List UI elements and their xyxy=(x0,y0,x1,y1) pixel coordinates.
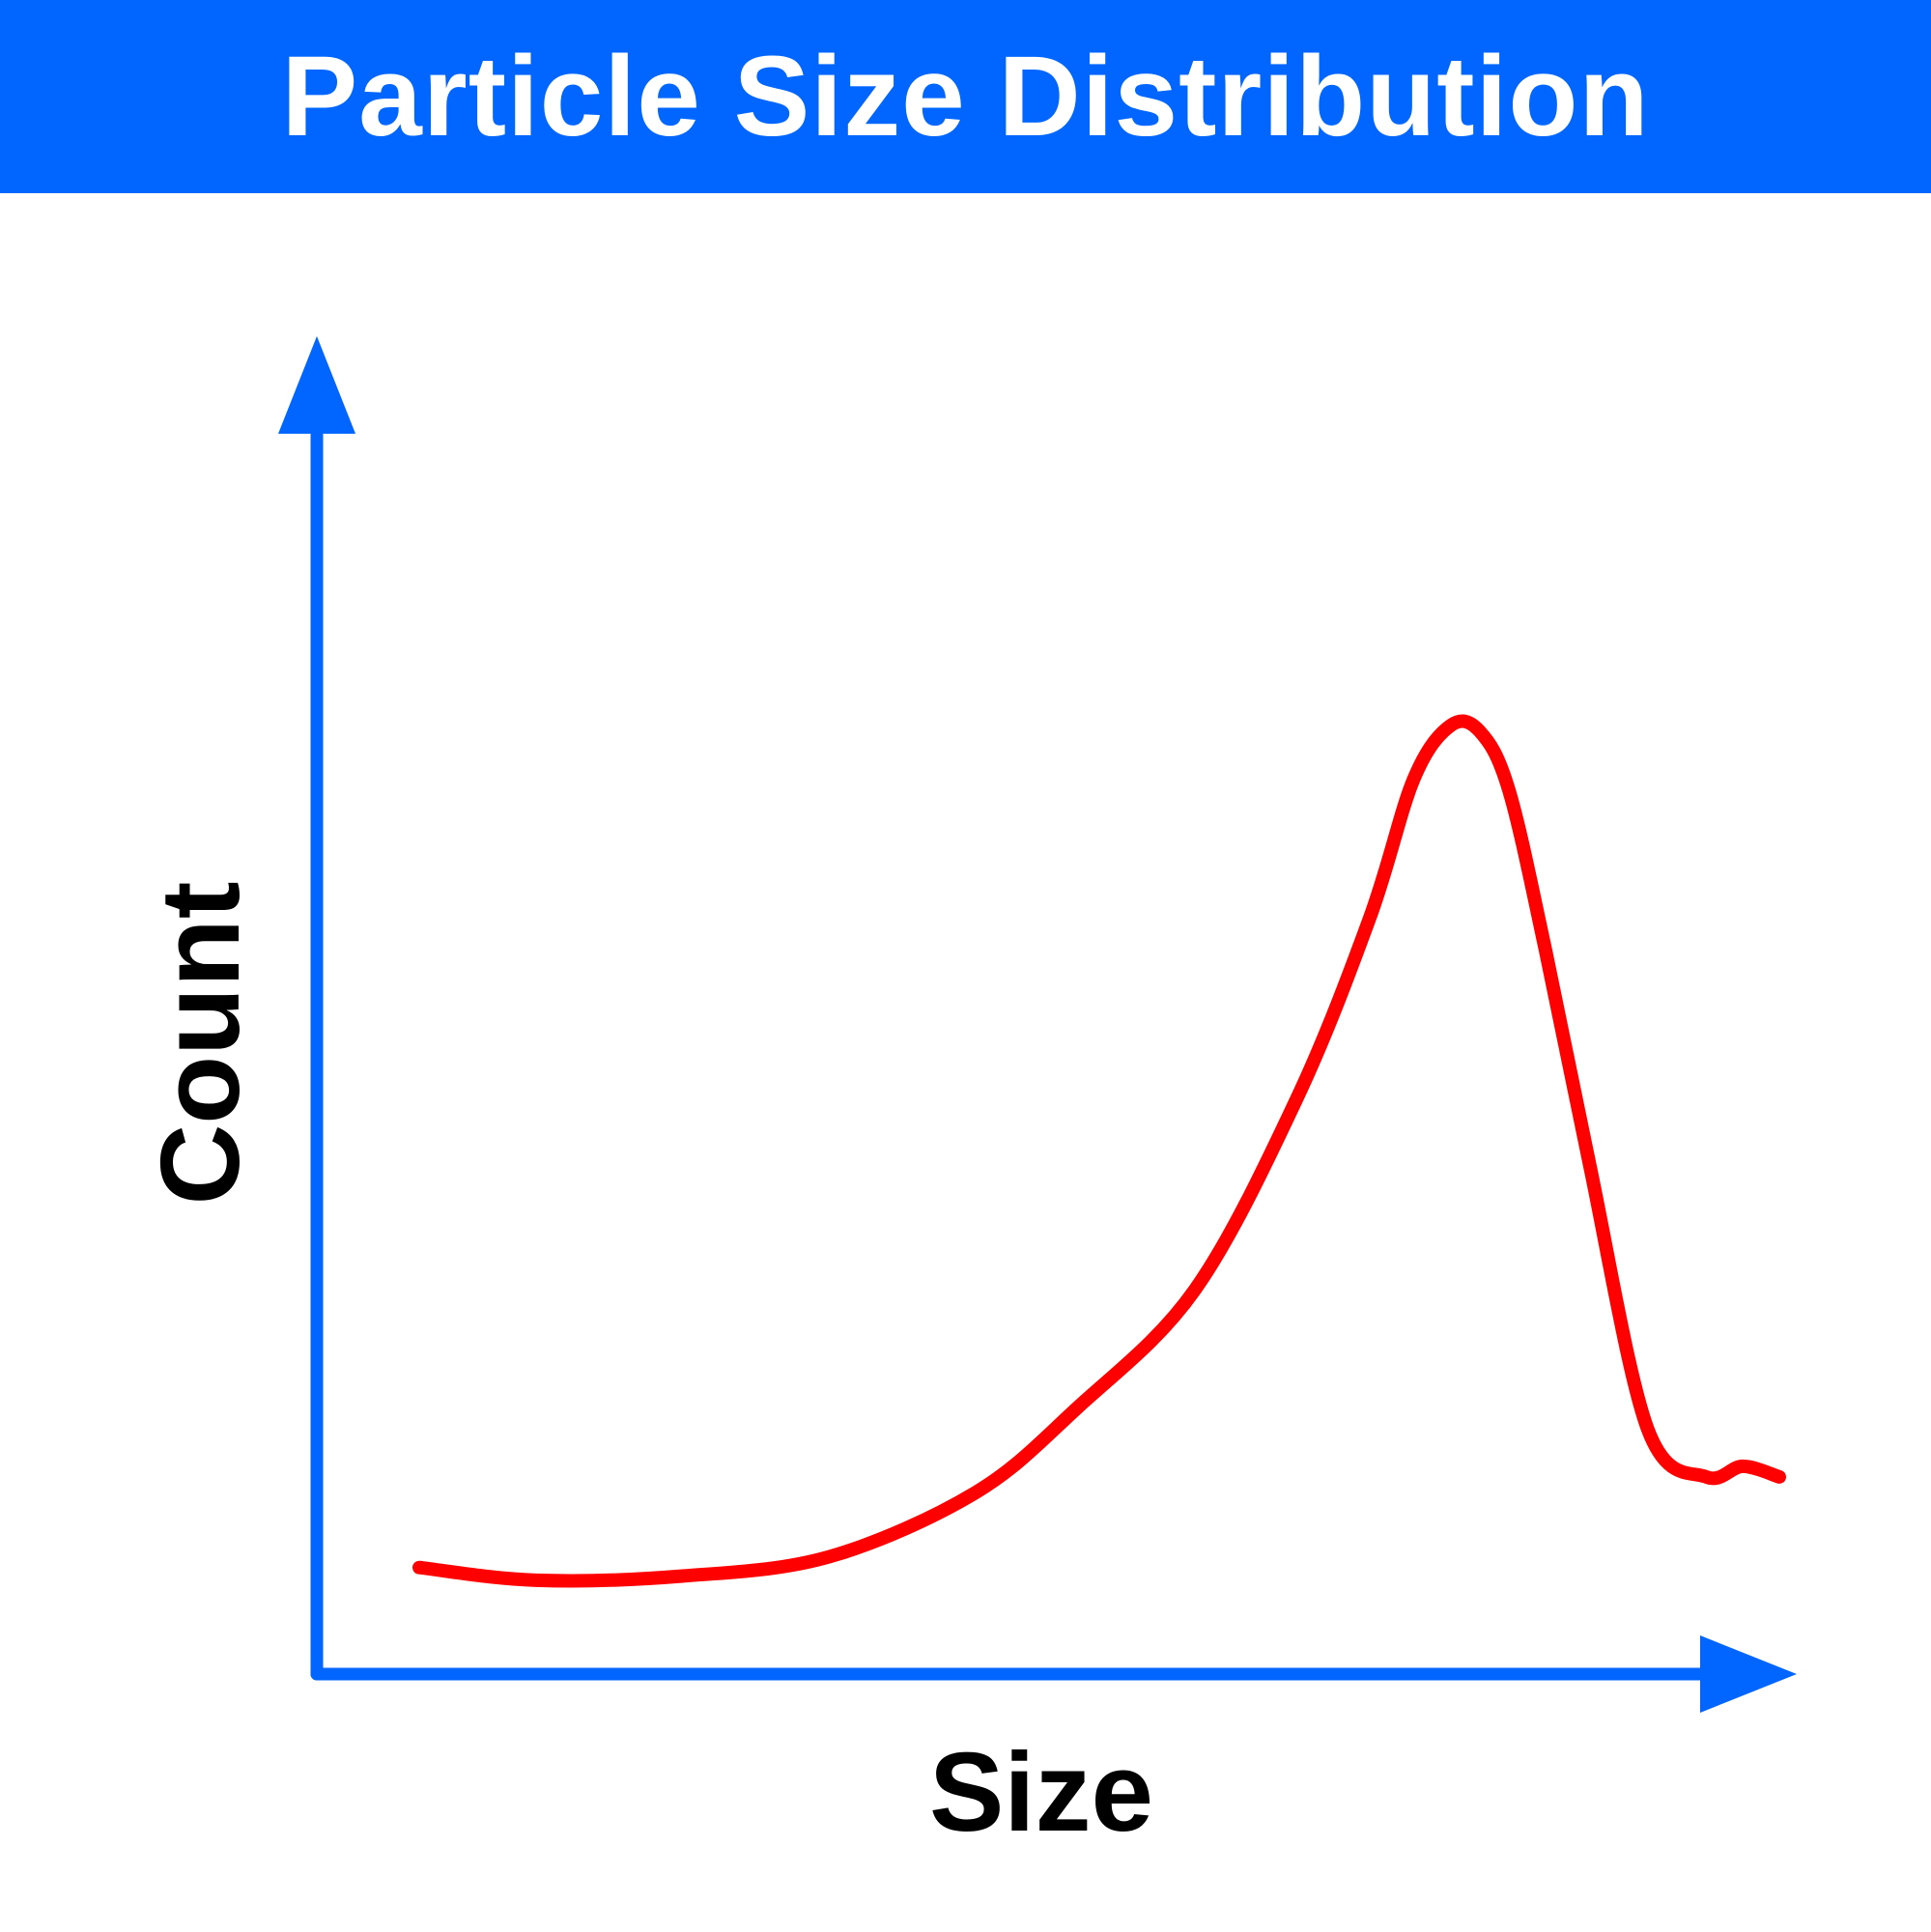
x-axis-arrowhead xyxy=(1700,1635,1797,1713)
y-axis-arrowhead xyxy=(278,336,355,434)
title-bar: Particle Size Distribution xyxy=(0,0,1931,193)
y-axis-label: Count xyxy=(137,882,263,1206)
page-title: Particle Size Distribution xyxy=(281,33,1650,160)
x-axis-label: Size xyxy=(929,1729,1153,1855)
distribution-curve xyxy=(412,714,1786,1588)
